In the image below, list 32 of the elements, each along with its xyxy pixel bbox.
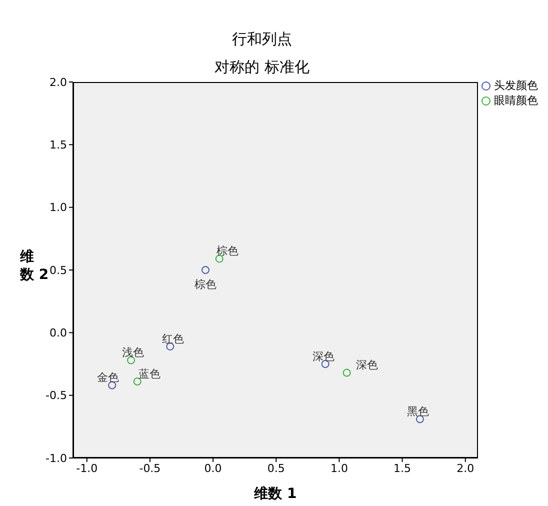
- point: [201, 266, 210, 274]
- x-tick-label: -1.0: [76, 462, 98, 475]
- x-tick-label: 0.0: [204, 462, 222, 475]
- x-tick-label: 2.0: [456, 462, 474, 475]
- point: [133, 378, 142, 386]
- annotation: 深色: [356, 358, 378, 372]
- annotation: 黑色: [406, 405, 429, 418]
- y-tick-label: 1.5: [50, 138, 67, 152]
- y-tick-label: 2.0: [50, 76, 67, 89]
- annotation: 棕色: [194, 278, 216, 291]
- y-tick-label: -0.5: [46, 389, 67, 402]
- x-tick-label: 0.5: [267, 462, 285, 475]
- y-tick-label: 1.0: [50, 201, 67, 214]
- y-axis-title: 维数 2: [20, 248, 49, 284]
- annotation: 棕色: [216, 244, 238, 258]
- legend-label: 眼睛颜色: [494, 93, 538, 108]
- y-tick-label: 0.0: [50, 326, 67, 340]
- point: [342, 368, 351, 377]
- chart-title: 行和列点: [231, 30, 293, 49]
- y-tick-label: 0.5: [50, 264, 67, 277]
- annotation: 红色: [162, 332, 184, 346]
- x-tick-label: 1.0: [330, 462, 348, 475]
- annotation: 浅色: [122, 346, 144, 360]
- x-tick-label: 1.5: [394, 462, 412, 475]
- annotation: 蓝色: [138, 367, 160, 380]
- legend-label: 头发颜色: [494, 78, 538, 93]
- y-tick-label: -1.0: [46, 452, 67, 465]
- x-axis-title: 维数 1: [253, 485, 297, 502]
- x-tick-label: -0.5: [139, 462, 161, 475]
- chart-subtitle: 对称的 标准化: [214, 58, 310, 77]
- annotation: 深色: [312, 350, 334, 363]
- annotation: 金色: [97, 371, 120, 384]
